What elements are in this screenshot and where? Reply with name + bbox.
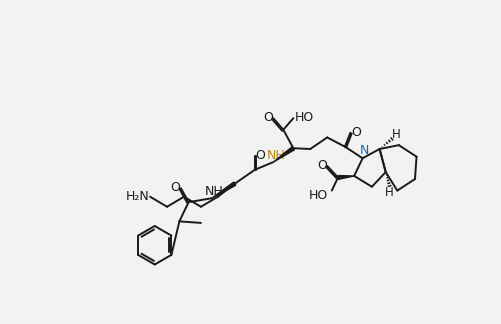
Text: O: O [263,111,273,124]
Text: HO: HO [295,111,314,124]
Text: N: N [360,144,369,157]
Text: HO: HO [309,189,328,202]
Text: NH: NH [266,149,285,162]
Text: H₂N: H₂N [126,190,150,203]
Text: H: H [385,186,394,199]
Polygon shape [338,176,354,179]
Text: NH: NH [204,185,223,198]
Text: H: H [392,128,401,141]
Text: O: O [256,149,265,162]
Text: O: O [351,126,361,139]
Text: O: O [170,181,180,194]
Text: O: O [317,159,327,172]
Polygon shape [274,147,295,162]
Polygon shape [212,182,236,198]
